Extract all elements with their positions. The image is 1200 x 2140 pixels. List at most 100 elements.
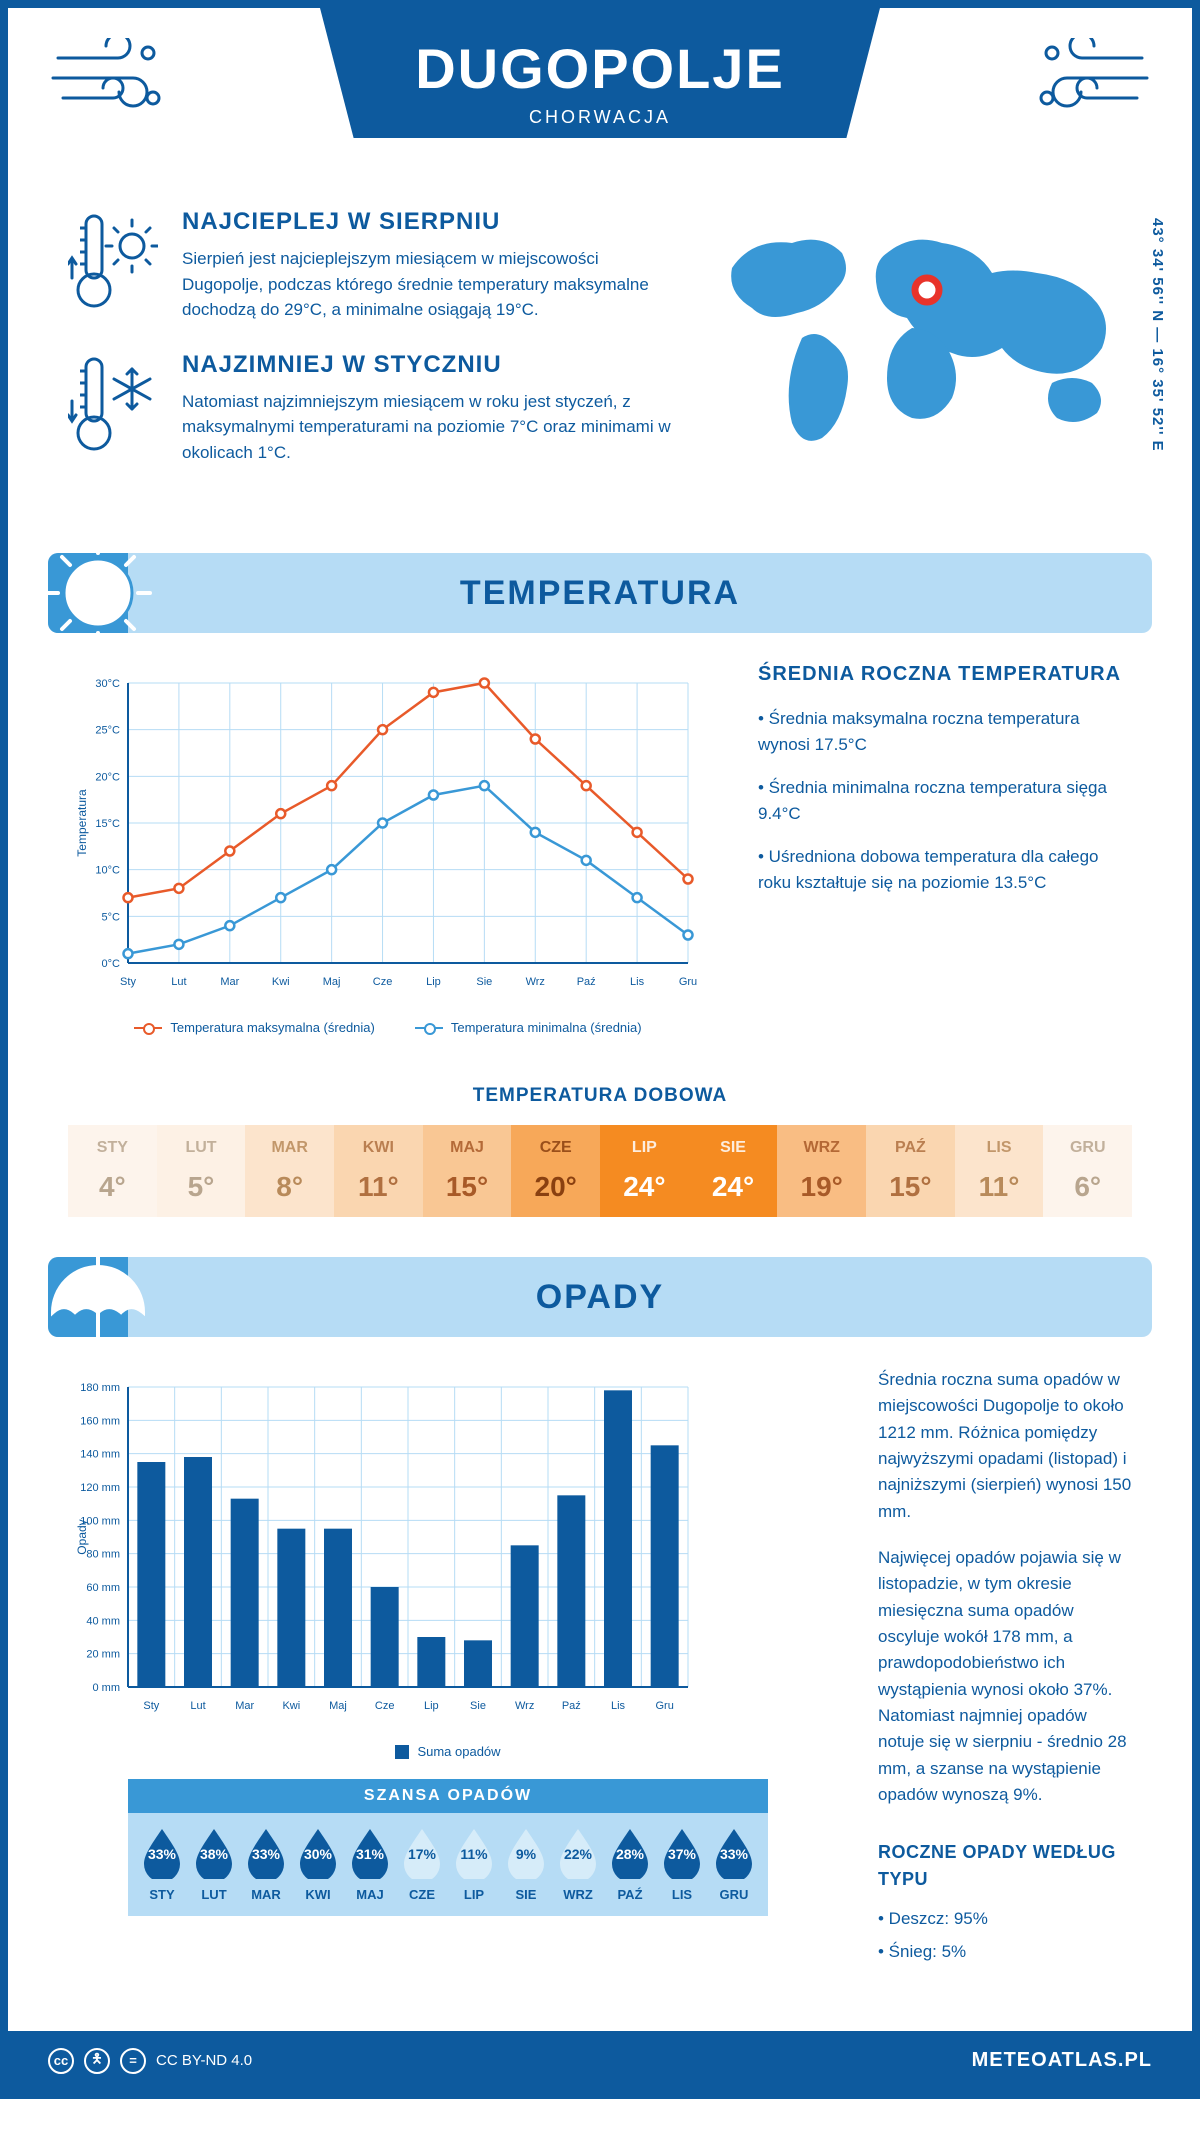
precipitation-summary: Średnia roczna suma opadów w miejscowośc… <box>878 1367 1132 1971</box>
chance-cell: 33%GRU <box>708 1827 760 1902</box>
chance-cell: 28%PAŹ <box>604 1827 656 1902</box>
fact-cold-text: Natomiast najzimniejszym miesiącem w rok… <box>182 389 672 466</box>
daily-cell: PAŹ15° <box>866 1125 955 1217</box>
fact-warm-text: Sierpień jest najcieplejszym miesiącem w… <box>182 246 672 323</box>
daily-cell: STY4° <box>68 1125 157 1217</box>
wind-icon-right <box>1032 38 1152 118</box>
svg-text:10°C: 10°C <box>95 865 120 877</box>
temp-info-item: • Średnia minimalna roczna temperatura s… <box>758 775 1132 826</box>
svg-text:Lut: Lut <box>171 976 186 988</box>
svg-text:Opady: Opady <box>75 1519 89 1554</box>
svg-text:Temperatura: Temperatura <box>75 789 89 857</box>
temp-info-item: • Średnia maksymalna roczna temperatura … <box>758 706 1132 757</box>
svg-text:Sty: Sty <box>143 1700 159 1712</box>
legend-precip-label: Suma opadów <box>417 1744 500 1759</box>
chance-cell: 11%LIP <box>448 1827 500 1902</box>
wind-icon-left <box>48 38 168 118</box>
svg-text:0°C: 0°C <box>102 958 121 970</box>
chance-cell: 22%WRZ <box>552 1827 604 1902</box>
svg-text:Cze: Cze <box>373 976 393 988</box>
daily-cell: WRZ19° <box>777 1125 866 1217</box>
fact-cold-title: NAJZIMNIEJ W STYCZNIU <box>182 351 672 379</box>
header: DUGOPOLJE CHORWACJA <box>8 8 1192 188</box>
fact-warmest: NAJCIEPLEJ W SIERPNIU Sierpień jest najc… <box>68 208 672 323</box>
svg-text:Paź: Paź <box>577 976 596 988</box>
chance-cell: 38%LUT <box>188 1827 240 1902</box>
svg-text:Paź: Paź <box>562 1700 581 1712</box>
daily-cell: LIP24° <box>600 1125 689 1217</box>
precip-type-item: • Deszcz: 95% <box>878 1906 1132 1932</box>
svg-text:Sie: Sie <box>476 976 492 988</box>
temp-info-title: ŚREDNIA ROCZNA TEMPERATURA <box>758 663 1132 686</box>
svg-text:Cze: Cze <box>375 1700 395 1712</box>
svg-text:15°C: 15°C <box>95 818 120 830</box>
cc-icon: cc <box>48 2048 74 2074</box>
daily-cell: CZE20° <box>511 1125 600 1217</box>
chance-cell: 30%KWI <box>292 1827 344 1902</box>
svg-text:Lip: Lip <box>424 1700 439 1712</box>
svg-text:Wrz: Wrz <box>526 976 545 988</box>
svg-text:Kwi: Kwi <box>282 1700 300 1712</box>
fact-warm-title: NAJCIEPLEJ W SIERPNIU <box>182 208 672 236</box>
umbrella-icon <box>38 1237 158 1357</box>
svg-text:Kwi: Kwi <box>272 976 290 988</box>
precip-para-1: Średnia roczna suma opadów w miejscowośc… <box>878 1367 1132 1525</box>
daily-cell: GRU6° <box>1043 1125 1132 1217</box>
page-title: DUGOPOLJE <box>320 36 880 101</box>
daily-cell: KWI11° <box>334 1125 423 1217</box>
precip-para-2: Najwięcej opadów pojawia się w listopadz… <box>878 1545 1132 1808</box>
legend-max-label: Temperatura maksymalna (średnia) <box>170 1020 374 1035</box>
svg-text:30°C: 30°C <box>95 678 120 690</box>
daily-temp-table: STY4°LUT5°MAR8°KWI11°MAJ15°CZE20°LIP24°S… <box>68 1125 1132 1217</box>
legend-precip: Suma opadów <box>395 1744 500 1759</box>
svg-text:Lip: Lip <box>426 976 441 988</box>
temperature-summary: ŚREDNIA ROCZNA TEMPERATURA • Średnia mak… <box>758 663 1132 1035</box>
site-name: METEOATLAS.PL <box>972 2049 1152 2072</box>
svg-text:180 mm: 180 mm <box>80 1382 120 1394</box>
svg-text:80 mm: 80 mm <box>86 1549 120 1561</box>
daily-temp-title: TEMPERATURA DOBOWA <box>8 1085 1192 1107</box>
svg-text:0 mm: 0 mm <box>93 1682 121 1694</box>
coordinates: 43° 34' 56'' N — 16° 35' 52'' E <box>1149 218 1166 452</box>
daily-cell: LUT5° <box>157 1125 246 1217</box>
precip-type-title: ROCZNE OPADY WEDŁUG TYPU <box>878 1839 1132 1895</box>
svg-text:140 mm: 140 mm <box>80 1449 120 1461</box>
svg-text:Sty: Sty <box>120 976 136 988</box>
svg-text:Gru: Gru <box>679 976 697 988</box>
legend-min-label: Temperatura minimalna (średnia) <box>451 1020 642 1035</box>
chance-cell: 37%LIS <box>656 1827 708 1902</box>
legend-max: Temperatura maksymalna (średnia) <box>134 1020 374 1035</box>
license-text: CC BY-ND 4.0 <box>156 2052 252 2069</box>
precipitation-chart: 0 mm20 mm40 mm60 mm80 mm100 mm120 mm140 … <box>68 1367 828 1971</box>
section-title-precip: OPADY <box>536 1278 664 1317</box>
precipitation-chance: SZANSA OPADÓW 33%STY38%LUT33%MAR30%KWI31… <box>128 1779 768 1916</box>
svg-text:Lis: Lis <box>611 1700 626 1712</box>
temperature-chart: 0°C5°C10°C15°C20°C25°C30°CStyLutMarKwiMa… <box>68 663 708 1035</box>
chance-title: SZANSA OPADÓW <box>128 1779 768 1813</box>
svg-text:40 mm: 40 mm <box>86 1615 120 1627</box>
precip-type-item: • Śnieg: 5% <box>878 1939 1132 1965</box>
daily-cell: MAR8° <box>245 1125 334 1217</box>
chance-cell: 9%SIE <box>500 1827 552 1902</box>
svg-text:Maj: Maj <box>329 1700 347 1712</box>
svg-text:Gru: Gru <box>655 1700 673 1712</box>
svg-text:Lut: Lut <box>190 1700 205 1712</box>
section-precipitation: OPADY <box>48 1257 1152 1337</box>
legend-min: Temperatura minimalna (średnia) <box>415 1020 642 1035</box>
temp-info-item: • Uśredniona dobowa temperatura dla całe… <box>758 844 1132 895</box>
svg-text:160 mm: 160 mm <box>80 1415 120 1427</box>
title-banner: DUGOPOLJE CHORWACJA <box>320 8 880 138</box>
svg-text:Lis: Lis <box>630 976 645 988</box>
chance-cell: 33%STY <box>136 1827 188 1902</box>
chance-cell: 33%MAR <box>240 1827 292 1902</box>
world-map: 43° 34' 56'' N — 16° 35' 52'' E <box>712 208 1132 493</box>
svg-text:Wrz: Wrz <box>515 1700 534 1712</box>
svg-text:Mar: Mar <box>235 1700 254 1712</box>
daily-cell: LIS11° <box>955 1125 1044 1217</box>
chance-cell: 31%MAJ <box>344 1827 396 1902</box>
section-temperature: TEMPERATURA <box>48 553 1152 633</box>
page-subtitle: CHORWACJA <box>320 107 880 128</box>
svg-text:60 mm: 60 mm <box>86 1582 120 1594</box>
footer: cc 🯅 = CC BY-ND 4.0 METEOATLAS.PL <box>8 2031 1192 2091</box>
svg-text:25°C: 25°C <box>95 725 120 737</box>
